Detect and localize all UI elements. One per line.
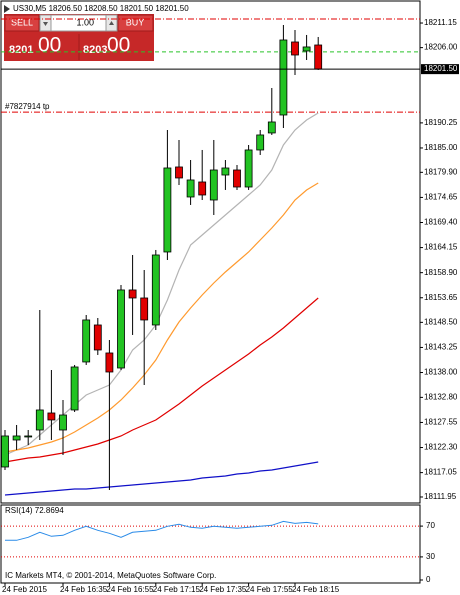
- candle-body: [291, 41, 299, 56]
- candle-body: [105, 352, 114, 373]
- buy-price-small: 8203: [83, 44, 107, 56]
- rsi-panel: [0, 504, 421, 584]
- rsi-y-tick-label: 30: [426, 552, 435, 561]
- candle-body: [12, 435, 21, 441]
- moving-average: [4, 182, 319, 453]
- x-tick-label: 24 Feb 17:15: [153, 585, 201, 594]
- lot-value[interactable]: 1.00: [76, 17, 94, 27]
- x-tick-label: 24 Feb 18:15: [292, 585, 340, 594]
- y-tick-label: 18148.50: [424, 317, 458, 326]
- sell-price-small: 8201: [9, 44, 33, 56]
- y-tick-label: 18185.00: [424, 143, 458, 152]
- candle-body: [47, 412, 56, 421]
- trade-panel: SELL 1.00 BUY 8201 00 8203 00: [4, 14, 154, 61]
- trade-level-label: #7827914 tp: [5, 102, 50, 111]
- y-tick-label: 18117.05: [424, 468, 457, 477]
- candle-body: [175, 166, 183, 179]
- candle-body: [221, 167, 230, 176]
- x-tick-label: 24 Feb 17:35: [199, 585, 247, 594]
- y-tick-label: 18206.00: [424, 43, 458, 52]
- x-tick-label: 24 Feb 17:55: [246, 585, 294, 594]
- y-tick-label: 18138.00: [424, 368, 458, 377]
- candle-body: [70, 366, 79, 411]
- candle-body: [244, 149, 253, 188]
- x-tick-label: 24 Feb 16:35: [60, 585, 108, 594]
- moving-average: [4, 112, 319, 456]
- y-tick-label: 18127.55: [424, 418, 458, 427]
- y-tick-label: 18153.65: [424, 293, 458, 302]
- y-tick-label: 18111.95: [424, 492, 457, 501]
- y-tick-label: 18190.25: [424, 118, 458, 127]
- symbol-icon: [4, 5, 10, 13]
- copyright: IC Markets MT4, © 2001-2014, MetaQuotes …: [5, 571, 216, 580]
- candle-body: [267, 121, 276, 134]
- y-tick-label: 18164.15: [424, 243, 458, 252]
- candle-body: [314, 44, 323, 70]
- x-tick-label: 24 Feb 16:55: [106, 585, 154, 594]
- candle-body: [302, 46, 311, 52]
- main-panel: [0, 0, 421, 504]
- candle-body: [163, 167, 172, 253]
- lot-down-arrow: [43, 22, 48, 26]
- moving-average: [4, 461, 319, 496]
- candle-body: [24, 435, 33, 438]
- candle-body: [256, 134, 265, 151]
- candle-body: [186, 179, 195, 198]
- lot-up-arrow: [109, 21, 114, 25]
- current-price-box: [421, 64, 459, 75]
- candle-body: [140, 297, 149, 321]
- rsi-y-tick-label: 0: [426, 575, 431, 584]
- rsi-line: [5, 520, 319, 541]
- candle-body: [1, 435, 9, 468]
- buy-price-big: 00: [107, 34, 130, 57]
- y-tick-label: 18158.90: [424, 268, 458, 277]
- candle-body: [151, 254, 160, 326]
- buy-label[interactable]: BUY: [126, 17, 145, 27]
- sell-price-big: 00: [38, 34, 61, 57]
- y-tick-label: 18169.40: [424, 218, 458, 227]
- y-tick-label: 18122.30: [424, 443, 458, 452]
- candle-body: [93, 324, 102, 351]
- candle-body: [198, 181, 207, 196]
- moving-average: [4, 297, 319, 463]
- candle-body: [117, 289, 125, 369]
- y-tick-label: 18174.65: [424, 193, 458, 202]
- chart-title: US30,M5 18206.50 18208.50 18201.50 18201…: [13, 4, 189, 13]
- candle-body: [209, 169, 218, 201]
- x-tick-label: 24 Feb 2015: [2, 585, 47, 594]
- candle-body: [128, 289, 137, 299]
- y-tick-label: 18179.90: [424, 167, 458, 176]
- candle-body: [82, 319, 91, 363]
- candle-body: [35, 409, 44, 431]
- rsi-title: RSI(14) 72.8694: [5, 506, 64, 515]
- y-tick-label: 18132.80: [424, 392, 458, 401]
- candle-body: [279, 39, 288, 116]
- y-tick-label: 18143.25: [424, 343, 458, 352]
- y-tick-label: 18211.15: [424, 18, 457, 27]
- current-price-label: 18201.50: [424, 64, 458, 73]
- rsi-y-tick-label: 70: [426, 521, 435, 530]
- candle-body: [233, 169, 241, 188]
- candle-body: [59, 414, 67, 431]
- sell-label[interactable]: SELL: [11, 17, 33, 27]
